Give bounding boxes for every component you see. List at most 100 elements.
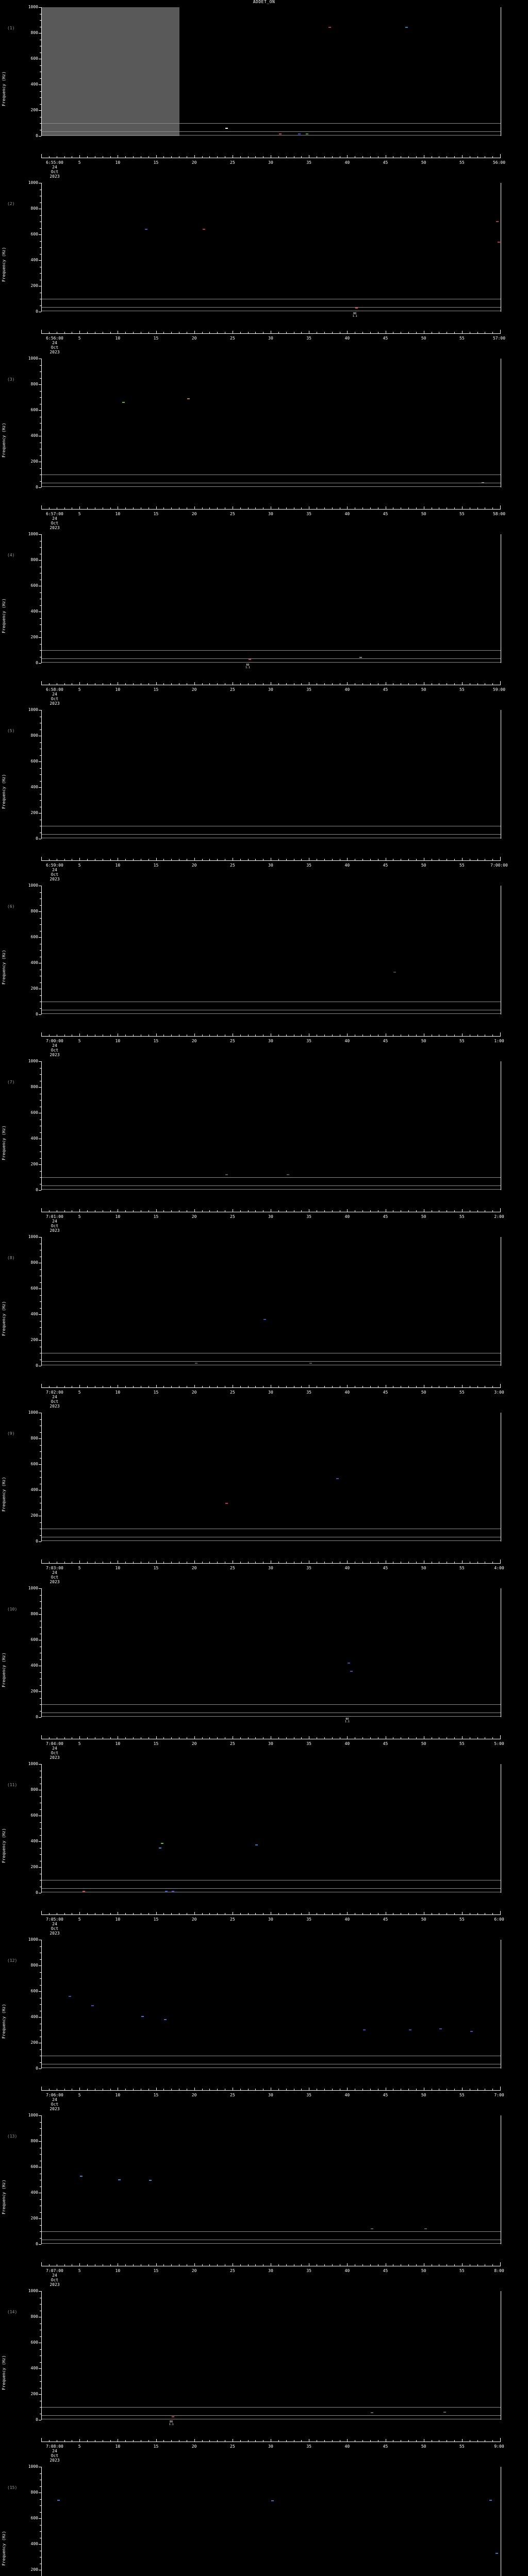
x-tick-mark	[79, 858, 80, 860]
x-tick-mark	[156, 1033, 157, 1036]
x-tick-mark	[148, 156, 149, 158]
x-tick-mark	[301, 156, 302, 158]
x-tick-mark	[347, 1033, 348, 1036]
plot-area[interactable]	[41, 7, 501, 136]
x-tick-mark	[278, 156, 279, 158]
y-tick-mark	[39, 1340, 41, 1341]
plot-area[interactable]	[41, 1764, 501, 1893]
x-tick-mark	[286, 859, 287, 860]
y-tick-mark	[39, 2218, 41, 2219]
x-tick-mark	[194, 1912, 195, 1914]
x-tick-mark	[286, 1035, 287, 1036]
x-tick-mark	[64, 2264, 65, 2266]
y-tick-label: 600	[30, 2516, 38, 2520]
y-tick-mark	[39, 1764, 41, 1765]
x-tick-mark	[332, 156, 333, 158]
x-tick-mark	[148, 1562, 149, 1563]
x-tick-mark	[156, 1561, 157, 1563]
x-end-time-label: 56:00	[492, 160, 506, 165]
x-tick-mark	[48, 2264, 50, 2266]
x-tick-mark	[477, 1035, 478, 1036]
x-tick-label: 45	[383, 160, 388, 165]
x-tick-mark	[324, 2264, 325, 2266]
y-tick-mark-minor	[40, 1946, 41, 1947]
plot-area[interactable]	[41, 1413, 501, 1541]
y-tick-mark-minor	[40, 2212, 41, 2213]
y-tick-mark-minor	[40, 624, 41, 625]
x-tick-mark	[148, 2264, 149, 2266]
x-tick-mark	[248, 1913, 249, 1914]
plot-area[interactable]	[41, 1588, 501, 1717]
y-tick-mark-minor	[40, 1848, 41, 1849]
plot-area[interactable]	[41, 886, 501, 1014]
x-tick-mark	[500, 857, 501, 860]
x-tick-label: 10	[115, 512, 121, 516]
y-tick-label: 200	[30, 459, 38, 464]
x-tick-label: 10	[115, 2093, 121, 2097]
x-tick-mark	[64, 2089, 65, 2090]
x-tick-mark	[125, 859, 126, 860]
plot-area[interactable]	[41, 183, 501, 312]
y-tick-label: 1000	[28, 532, 38, 536]
x-tick-mark	[171, 683, 172, 685]
date-line: Oct	[51, 2453, 59, 2458]
plot-area[interactable]	[41, 2467, 501, 2576]
x-tick-label: 10	[115, 1390, 121, 1395]
detection-annotation: B0 1.1	[245, 664, 250, 669]
y-tick-mark-minor	[40, 2122, 41, 2123]
x-tick-mark	[255, 1386, 256, 1387]
x-tick-mark	[461, 1561, 463, 1563]
x-tick-mark	[240, 332, 241, 333]
x-tick-label: 30	[268, 1214, 273, 1219]
plot-area[interactable]	[41, 1940, 501, 2069]
x-axis-line	[41, 860, 501, 861]
x-tick-mark	[209, 683, 210, 685]
y-tick-mark-minor	[40, 2336, 41, 2337]
y-tick-label: 200	[30, 2392, 38, 2396]
plot-area[interactable]	[41, 710, 501, 839]
x-tick-mark	[133, 1737, 134, 1739]
x-tick-label: 30	[268, 2093, 273, 2097]
x-tick-label: 5	[78, 1566, 81, 1570]
x-tick-label: 15	[153, 1214, 159, 1219]
plot-area[interactable]	[41, 1237, 501, 1366]
x-tick-mark	[461, 506, 463, 509]
y-tick-mark-minor	[40, 2231, 41, 2232]
y-tick-mark	[39, 110, 41, 111]
x-tick-label: 20	[191, 1566, 197, 1570]
x-tick-label: 40	[344, 2268, 350, 2273]
x-tick-mark	[248, 2440, 249, 2442]
x-tick-mark	[492, 507, 493, 509]
y-tick-mark-minor	[40, 618, 41, 619]
x-tick-mark	[492, 2264, 493, 2266]
detection-marker	[164, 2019, 167, 2020]
y-tick-mark-minor	[40, 2381, 41, 2382]
y-tick-label: 400	[30, 1663, 38, 1668]
plot-area[interactable]	[41, 359, 501, 487]
x-tick-mark	[240, 2089, 241, 2090]
x-tick-label: 30	[268, 336, 273, 341]
x-tick-mark	[370, 2264, 371, 2266]
x-tick-label: 15	[153, 1917, 159, 1922]
x-tick-mark	[87, 507, 88, 509]
plot-area[interactable]	[41, 1061, 501, 1190]
y-tick-label: 400	[30, 82, 38, 87]
y-axis-label: Frequency (Hz)	[2, 422, 6, 457]
x-tick-mark	[461, 331, 463, 333]
x-tick-label: 45	[383, 1214, 388, 1219]
reference-line	[42, 662, 501, 663]
plot-area[interactable]	[41, 2291, 501, 2420]
y-tick-label: 0	[36, 133, 38, 138]
plot-area[interactable]	[41, 2115, 501, 2244]
y-tick-mark-minor	[40, 1308, 41, 1309]
y-tick-label: 400	[30, 2190, 38, 2195]
plot-area[interactable]	[41, 534, 501, 663]
y-tick-mark-minor	[40, 2375, 41, 2376]
y-tick-mark-minor	[40, 2531, 41, 2532]
x-tick-label: 50	[421, 160, 426, 165]
x-tick-mark	[408, 1210, 409, 1212]
x-tick-mark	[248, 332, 249, 333]
y-tick-label: 1000	[28, 356, 38, 361]
x-tick-mark	[362, 507, 363, 509]
x-tick-label: 25	[230, 2093, 235, 2097]
